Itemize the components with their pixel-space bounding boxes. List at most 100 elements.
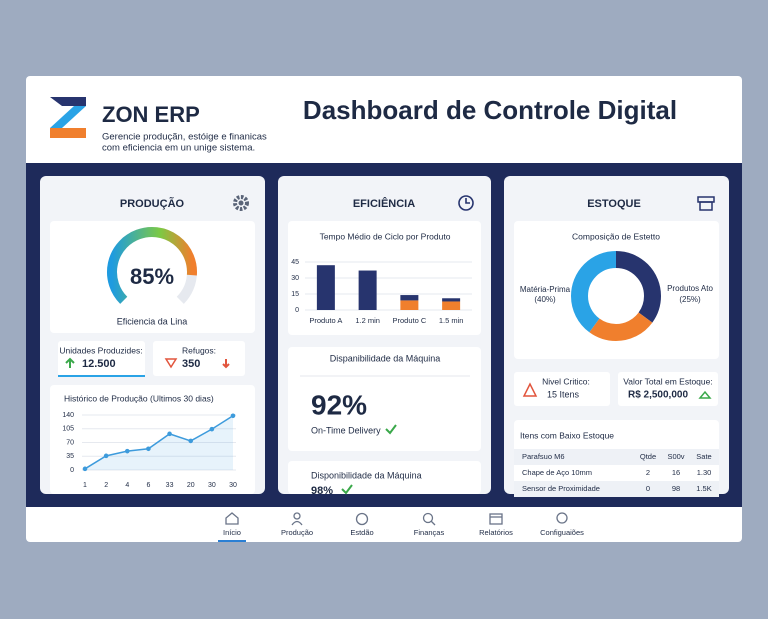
line <box>84 415 234 470</box>
cards <box>50 221 719 494</box>
y-tick-label: 30 <box>291 275 299 282</box>
kpi-value: 12.500 <box>82 358 116 370</box>
bar <box>400 295 419 301</box>
table-row <box>514 465 719 481</box>
bar <box>358 270 377 310</box>
gauge-label: Eficiencia da Lina <box>117 316 188 326</box>
y-tick-label: 105 <box>62 426 74 433</box>
line-point <box>103 453 109 459</box>
y-tick-label: 35 <box>66 453 74 460</box>
x-tick-label: Produto C <box>392 316 426 325</box>
x-tick-label: 20 <box>187 482 195 489</box>
gauge-value: 85% <box>130 264 174 289</box>
tagline: Gerencie produçãn, estóige e finanicas <box>102 132 267 143</box>
x-tick-label: 33 <box>166 482 174 489</box>
bar <box>442 298 461 302</box>
y-tick-label: 15 <box>291 291 299 298</box>
table-title: Itens com Baixo Estoque <box>520 430 614 440</box>
x-tick-label: 6 <box>146 482 150 489</box>
x-tick-label: 2 <box>104 482 108 489</box>
tagline: com eficiencia em un unige sistema. <box>102 143 255 154</box>
line-area <box>85 415 233 470</box>
status-icons <box>65 357 712 495</box>
donut-value: (25%) <box>679 295 701 304</box>
chart-title: Composição de Estetto <box>572 231 660 241</box>
donut-label: Produtos Ato <box>667 284 713 293</box>
chart-title: Tempo Médio de Ciclo por Produto <box>320 231 451 241</box>
line-point <box>188 438 194 444</box>
table-cell: S00v <box>667 452 684 461</box>
logo <box>50 97 86 138</box>
nav-icons <box>225 512 568 526</box>
line-point <box>146 446 151 452</box>
nav-item[interactable]: Finanças <box>414 528 445 537</box>
bar <box>316 265 335 310</box>
y-tick-label: 140 <box>62 412 74 419</box>
nav-item[interactable]: Produção <box>281 528 313 537</box>
table-cell: 2 <box>646 468 650 477</box>
card-title: Disponibilidade da Máquina <box>311 470 422 480</box>
store-icon <box>697 196 715 211</box>
clock-icon <box>458 195 474 211</box>
table-cell: 16 <box>672 468 680 477</box>
chart-title: Histórico de Produção (Ultimos 30 dias) <box>64 393 214 403</box>
table-cell: 98 <box>672 484 680 493</box>
panel-heading: PRODUÇÃO <box>120 197 185 210</box>
table-row <box>514 481 719 497</box>
bar <box>400 300 419 310</box>
table-cell: Parafsuo M6 <box>522 452 565 461</box>
note: On-Time Delivery <box>311 425 381 435</box>
table-cell: Chape de Aço 10mm <box>522 468 592 477</box>
table-row <box>514 449 719 465</box>
gear-icon <box>233 195 249 211</box>
table-cell: Sate <box>696 452 711 461</box>
nav-item[interactable]: Relatórios <box>479 528 513 537</box>
gauge-arc <box>107 227 197 304</box>
donut-label: Matéria-Prima <box>520 285 571 294</box>
kpi-value: R$ 2,500,000 <box>628 390 688 401</box>
x-tick-label: 1.5 min <box>439 316 464 325</box>
x-tick-label: Produto A <box>309 316 342 325</box>
kpi-label: Valor Total em Estoque: <box>623 376 712 386</box>
line-point <box>209 426 215 432</box>
nav-item[interactable]: Estdão <box>350 528 373 537</box>
card-title: Dispanibilidade da Máquina <box>330 353 441 363</box>
kpi-value: 15 Itens <box>547 389 580 399</box>
kpi-value: 350 <box>182 358 200 370</box>
big-value: 92% <box>311 389 367 420</box>
y-tick-label: 70 <box>66 439 74 446</box>
table-cell: Qtde <box>640 452 656 461</box>
y-tick-label: 0 <box>70 467 74 474</box>
x-tick-label: 30 <box>208 482 216 489</box>
line-point <box>230 413 236 419</box>
donut-value: (40%) <box>534 295 556 304</box>
panel-heading: EFICIÊNCIA <box>353 197 415 210</box>
value: 98% <box>311 485 333 497</box>
kpi-label: Nivel Critico: <box>542 376 590 386</box>
x-tick-label: 30 <box>229 482 237 489</box>
line-point <box>82 466 88 472</box>
bar <box>442 301 461 310</box>
donut-segment <box>571 251 661 341</box>
kpi-label: Unidades Produzides: <box>59 345 142 355</box>
donut-segment <box>571 251 661 341</box>
page-title: Dashboard de Controle Digital <box>303 95 677 125</box>
y-tick-label: 45 <box>291 259 299 266</box>
panel-heading: ESTOQUE <box>587 198 641 210</box>
nav-item[interactable]: Início <box>223 528 241 537</box>
line-point <box>124 448 130 454</box>
table-cell: 0 <box>646 484 650 493</box>
logo-text: ZON ERP <box>102 102 200 127</box>
nav-item[interactable]: Configuaiões <box>540 528 584 537</box>
table-cell: 1.5K <box>696 484 711 493</box>
x-tick-label: 4 <box>125 482 129 489</box>
y-tick-label: 0 <box>295 307 299 314</box>
x-tick-label: 1.2 min <box>355 316 380 325</box>
kpi-label: Refugos: <box>182 345 216 355</box>
table-cell: 1.30 <box>697 468 712 477</box>
x-tick-label: 1 <box>83 482 87 489</box>
line-point <box>167 431 172 437</box>
table-cell: Sensor de Proximidade <box>522 484 600 493</box>
